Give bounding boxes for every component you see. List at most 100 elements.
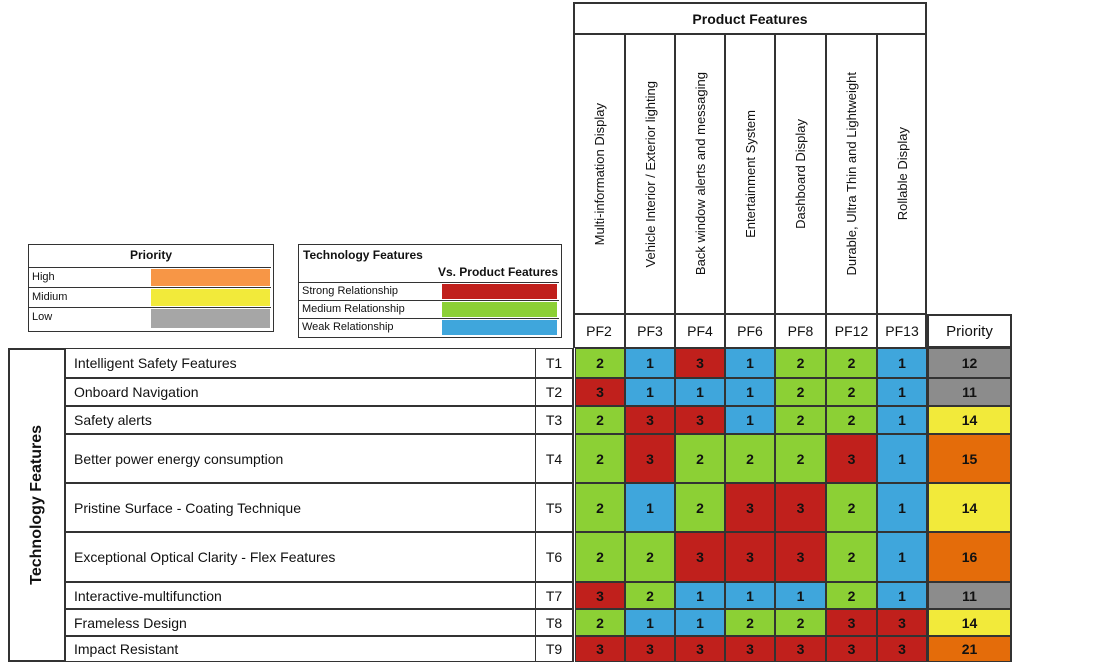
relationship-cell: 3 bbox=[625, 434, 675, 483]
relationship-cell: 1 bbox=[877, 348, 927, 378]
product-features-title: Product Features bbox=[573, 2, 927, 35]
product-feature-name: Dashboard Display bbox=[793, 119, 808, 229]
product-feature-header: Durable, Ultra Thin and Lightweight bbox=[826, 35, 877, 314]
product-feature-name: Durable, Ultra Thin and Lightweight bbox=[844, 72, 859, 276]
relationship-cell: 1 bbox=[877, 378, 927, 406]
relationship-legend-strong: Strong Relationship bbox=[299, 282, 559, 300]
product-feature-code: PF4 bbox=[675, 314, 725, 348]
relationship-legend: Technology Features Vs. Product Features… bbox=[298, 244, 562, 338]
relationship-cell: 2 bbox=[575, 434, 625, 483]
priority-cell: 15 bbox=[927, 434, 1012, 483]
technology-features-title: Technology Features bbox=[28, 425, 45, 585]
relationship-cell: 3 bbox=[575, 378, 625, 406]
relationship-cell: 1 bbox=[725, 348, 775, 378]
relationship-cell: 2 bbox=[826, 532, 877, 582]
relationship-cell: 3 bbox=[625, 636, 675, 662]
relationship-cell: 3 bbox=[775, 483, 826, 532]
relationship-cell: 2 bbox=[775, 378, 826, 406]
technology-feature-code: T4 bbox=[536, 434, 574, 483]
technology-feature-code: T7 bbox=[536, 582, 574, 609]
product-feature-name: Vehicle Interior / Exterior lighting bbox=[642, 80, 658, 268]
priority-cell: 11 bbox=[927, 378, 1012, 406]
priority-legend-high: High bbox=[29, 267, 271, 287]
relationship-cell: 3 bbox=[675, 636, 725, 662]
relationship-cell: 2 bbox=[826, 378, 877, 406]
relationship-cell: 3 bbox=[575, 636, 625, 662]
priority-cell: 14 bbox=[927, 483, 1012, 532]
relationship-cell: 2 bbox=[575, 406, 625, 434]
technology-feature-name: Better power energy consumption bbox=[66, 434, 536, 483]
relationship-cell: 1 bbox=[725, 582, 775, 609]
relationship-cell: 3 bbox=[775, 532, 826, 582]
product-feature-header: Dashboard Display bbox=[775, 35, 826, 314]
relationship-swatch-weak bbox=[442, 320, 557, 335]
priority-header: Priority bbox=[927, 314, 1012, 348]
product-feature-name: Back window alerts and messaging bbox=[692, 72, 708, 276]
priority-swatch-low bbox=[151, 309, 270, 328]
relationship-cell: 1 bbox=[675, 609, 725, 636]
priority-legend-label: Midium bbox=[32, 291, 68, 303]
technology-feature-code: T2 bbox=[536, 378, 574, 406]
relationship-cell: 1 bbox=[725, 378, 775, 406]
relationship-cell: 2 bbox=[625, 532, 675, 582]
relationship-cell: 2 bbox=[675, 483, 725, 532]
product-feature-header: Vehicle Interior / Exterior lighting bbox=[625, 35, 675, 314]
priority-legend-medium: Midium bbox=[29, 287, 271, 307]
relationship-cell: 3 bbox=[575, 582, 625, 609]
priority-cell: 21 bbox=[927, 636, 1012, 662]
priority-cell: 14 bbox=[927, 609, 1012, 636]
relationship-legend-weak: Weak Relationship bbox=[299, 318, 559, 336]
priority-cell: 14 bbox=[927, 406, 1012, 434]
relationship-cell: 3 bbox=[826, 636, 877, 662]
relationship-cell: 3 bbox=[826, 434, 877, 483]
relationship-swatch-strong bbox=[442, 284, 557, 299]
priority-cell: 12 bbox=[927, 348, 1012, 378]
relationship-cell: 3 bbox=[675, 348, 725, 378]
relationship-legend-label: Strong Relationship bbox=[302, 285, 399, 297]
relationship-cell: 2 bbox=[575, 348, 625, 378]
technology-feature-name: Onboard Navigation bbox=[66, 378, 536, 406]
relationship-cell: 2 bbox=[725, 434, 775, 483]
relationship-cell: 3 bbox=[877, 636, 927, 662]
relationship-cell: 2 bbox=[826, 406, 877, 434]
relationship-cell: 2 bbox=[775, 406, 826, 434]
relationship-cell: 1 bbox=[725, 406, 775, 434]
relationship-cell: 3 bbox=[826, 609, 877, 636]
relationship-cell: 2 bbox=[775, 434, 826, 483]
relationship-cell: 2 bbox=[575, 483, 625, 532]
technology-feature-code: T9 bbox=[536, 636, 574, 662]
relationship-cell: 3 bbox=[725, 532, 775, 582]
product-feature-header: Entertainment System bbox=[725, 35, 775, 314]
product-feature-code: PF13 bbox=[877, 314, 927, 348]
relationship-cell: 1 bbox=[625, 609, 675, 636]
priority-legend-low: Low bbox=[29, 307, 271, 329]
relationship-cell: 3 bbox=[625, 406, 675, 434]
relationship-cell: 1 bbox=[625, 348, 675, 378]
product-feature-code: PF3 bbox=[625, 314, 675, 348]
priority-legend: Priority High Midium Low bbox=[28, 244, 274, 332]
relationship-legend-label: Medium Relationship bbox=[302, 303, 405, 315]
technology-feature-code: T5 bbox=[536, 483, 574, 532]
relationship-legend-label: Weak Relationship bbox=[302, 321, 394, 333]
product-feature-code: PF8 bbox=[775, 314, 826, 348]
technology-feature-name: Exceptional Optical Clarity - Flex Featu… bbox=[66, 532, 536, 582]
relationship-cell: 1 bbox=[877, 406, 927, 434]
priority-swatch-high bbox=[151, 269, 270, 286]
technology-feature-name: Intelligent Safety Features bbox=[66, 348, 536, 378]
relationship-cell: 2 bbox=[575, 609, 625, 636]
relationship-cell: 1 bbox=[877, 582, 927, 609]
relationship-cell: 2 bbox=[775, 348, 826, 378]
relationship-cell: 1 bbox=[877, 434, 927, 483]
technology-feature-name: Safety alerts bbox=[66, 406, 536, 434]
priority-legend-label: Low bbox=[32, 311, 53, 323]
relationship-cell: 3 bbox=[725, 483, 775, 532]
priority-legend-label: High bbox=[32, 271, 55, 283]
priority-swatch-medium bbox=[151, 289, 270, 306]
relationship-cell: 1 bbox=[775, 582, 826, 609]
product-feature-header: Back window alerts and messaging bbox=[675, 35, 725, 314]
relationship-cell: 2 bbox=[826, 483, 877, 532]
priority-cell: 16 bbox=[927, 532, 1012, 582]
relationship-cell: 1 bbox=[877, 532, 927, 582]
product-feature-name: Multi-information Display bbox=[591, 102, 607, 246]
relationship-cell: 1 bbox=[625, 483, 675, 532]
